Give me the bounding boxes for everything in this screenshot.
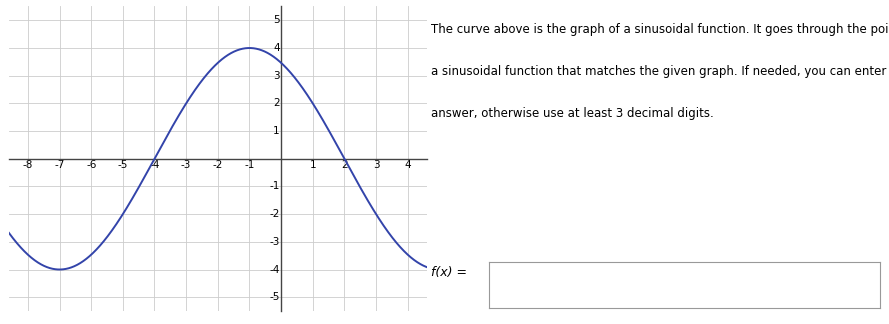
Text: f(x) =: f(x) = [431, 266, 467, 279]
Text: a sinusoidal function that matches the given graph. If needed, you can enter π=3: a sinusoidal function that matches the g… [431, 65, 889, 78]
Text: The curve above is the graph of a sinusoidal function. It goes through the point: The curve above is the graph of a sinuso… [431, 23, 889, 36]
Text: answer, otherwise use at least 3 decimal digits.: answer, otherwise use at least 3 decimal… [431, 107, 714, 120]
